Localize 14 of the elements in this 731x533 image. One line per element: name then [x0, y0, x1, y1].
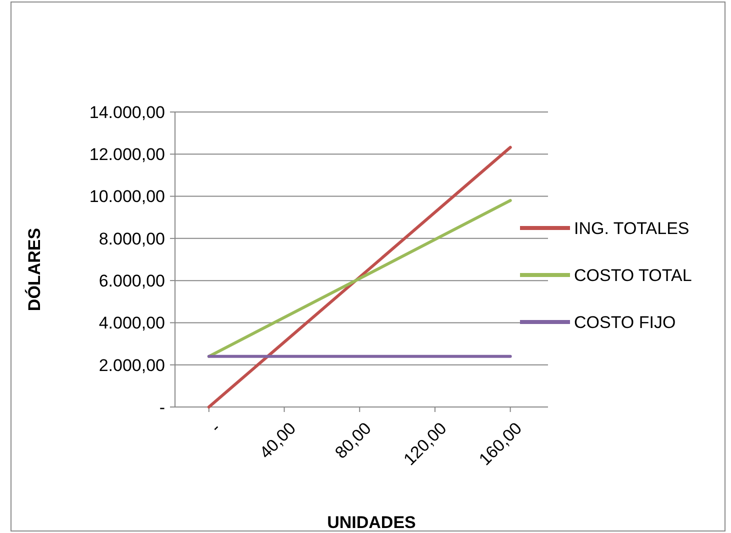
legend-label: ING. TOTALES [574, 218, 690, 238]
y-tick-label: 14.000,00 [89, 102, 165, 122]
y-tick-label: 8.000,00 [98, 229, 165, 248]
legend-label: COSTO FIJO [574, 312, 676, 332]
x-tick-label: - [206, 418, 224, 436]
y-tick-label: 10.000,00 [89, 187, 165, 206]
y-tick-label: 12.000,00 [89, 145, 165, 164]
y-tick-label: - [159, 398, 165, 417]
x-axis-title: UNIDADES [327, 513, 416, 532]
y-tick-label: 4.000,00 [98, 314, 165, 333]
y-axis-title: DÓLARES [24, 228, 44, 312]
legend-label: COSTO TOTAL [574, 266, 692, 285]
y-tick-label: 2.000,00 [98, 356, 165, 375]
y-tick-label: 6.000,00 [98, 272, 165, 291]
